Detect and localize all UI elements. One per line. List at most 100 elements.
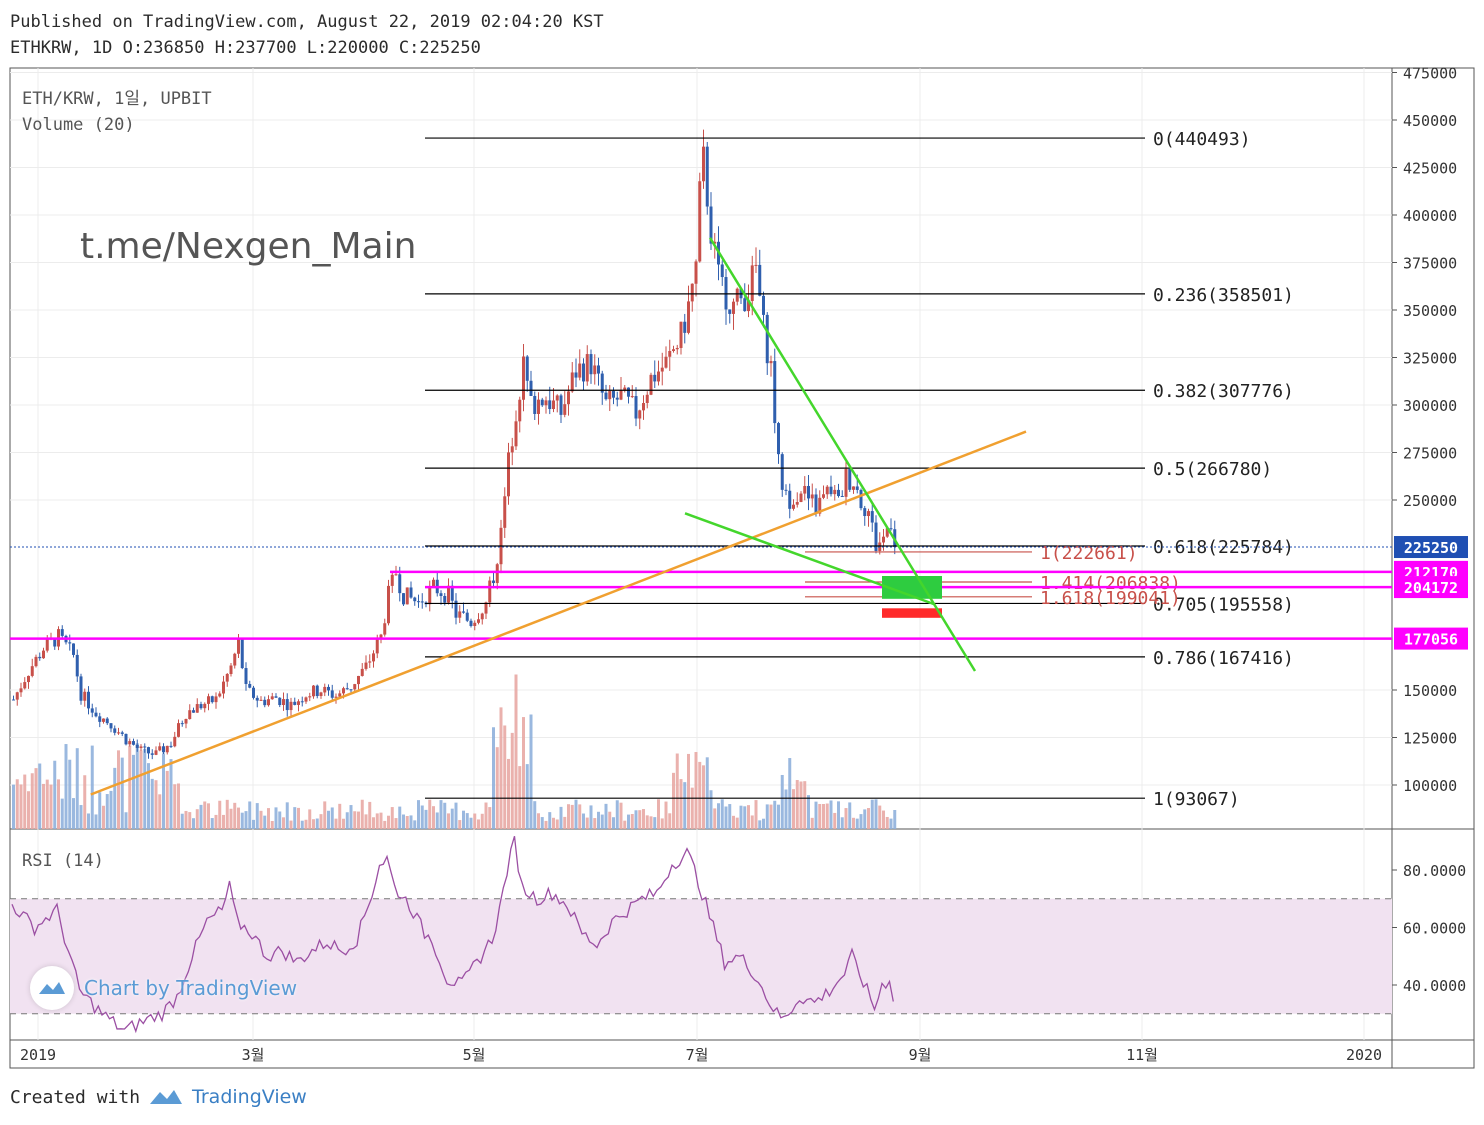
candle-body <box>282 699 285 706</box>
candle-body <box>803 485 807 494</box>
x-tick-label: 7월 <box>686 1046 709 1064</box>
volume-bar <box>874 799 878 829</box>
volume-bar <box>135 743 139 829</box>
rsi-band <box>10 898 1392 1015</box>
volume-bar <box>844 808 848 829</box>
candle-body <box>683 321 687 333</box>
candle-body <box>825 486 829 495</box>
y-tick-label: 125000 <box>1403 730 1457 748</box>
volume-bar <box>597 811 600 829</box>
candle-body <box>293 701 297 705</box>
volume-bar <box>593 818 597 829</box>
volume-bar <box>180 813 184 829</box>
candle-body <box>657 371 660 382</box>
volume-bar <box>698 761 702 829</box>
volume-bar <box>165 770 169 829</box>
volume-bar <box>728 804 732 829</box>
volume-bar <box>672 772 675 829</box>
price-axis-labels: 475000 450000 425000 400000 375000 350000 3250… <box>1392 65 1457 795</box>
candle-body <box>274 696 278 698</box>
candle-body <box>882 536 885 543</box>
volume-bar <box>529 714 533 829</box>
candle-body <box>289 701 293 711</box>
candle-body <box>649 374 653 395</box>
volume-bar <box>207 803 210 829</box>
candle-body <box>859 489 863 509</box>
volume-bar <box>323 801 327 829</box>
volume-bar <box>124 812 128 829</box>
candle-body <box>38 656 42 659</box>
volume-bar <box>660 818 664 829</box>
volume-bar <box>375 813 379 829</box>
volume-bar <box>634 810 638 829</box>
volume-bar <box>619 802 623 829</box>
volume-bar <box>585 817 589 829</box>
candle-body <box>529 380 533 396</box>
candle-body <box>338 693 342 697</box>
volume-bar <box>810 817 814 829</box>
volume-bar <box>282 817 285 829</box>
candle-body <box>754 264 758 266</box>
candle-body <box>792 504 795 509</box>
volume-bar <box>495 747 499 829</box>
volume-bar <box>604 803 608 829</box>
volume-bar <box>769 804 773 829</box>
x-tick-label: 3월 <box>242 1046 265 1064</box>
volume-bar <box>743 806 747 829</box>
volume-bar <box>582 813 585 829</box>
volume-bar <box>184 810 188 829</box>
candle-body <box>218 693 222 697</box>
candle-body <box>615 397 619 400</box>
volume-bar <box>518 766 522 829</box>
footer: Created with TradingView <box>10 1086 307 1108</box>
candle-body <box>199 704 203 709</box>
candle-body <box>645 394 649 404</box>
volume-bar <box>293 807 297 829</box>
candle-body <box>522 356 525 400</box>
volume-bar <box>780 774 784 829</box>
chart-svg[interactable]: 0(440493) 0.236(358501) 0.382(307776) 0.5(2… <box>0 0 1484 1084</box>
candle-body <box>432 579 435 587</box>
candle-body <box>559 395 563 415</box>
candle-body <box>469 620 473 627</box>
volume-bar <box>390 807 394 829</box>
candle-body <box>458 611 462 618</box>
volume-bar <box>784 789 788 829</box>
volume-bar <box>222 814 225 829</box>
candle-body <box>593 365 597 375</box>
candle-body <box>147 747 150 754</box>
candle-body <box>165 745 169 753</box>
candle-body <box>334 696 338 698</box>
candle-body <box>690 283 694 302</box>
candle-body <box>799 493 803 503</box>
candle-body <box>184 718 188 724</box>
x-tick-label: 2020 <box>1346 1046 1382 1064</box>
volume-bar <box>574 799 578 829</box>
volume-bar <box>312 819 315 829</box>
volume-bar <box>177 783 180 829</box>
candle-body <box>225 673 229 682</box>
candle-body <box>83 691 87 701</box>
candle-body <box>724 277 728 310</box>
volume-bar <box>492 727 495 829</box>
candle-body <box>837 489 840 497</box>
volume-bar <box>578 804 582 829</box>
candle-body <box>270 696 274 700</box>
volume-bar <box>754 800 758 829</box>
descending-trendline <box>708 237 977 672</box>
ohlc-header: ETHKRW, 1D O:236850 H:237700 L:220000 C:… <box>10 38 481 58</box>
tradingview-brand[interactable]: TradingView <box>192 1086 307 1108</box>
volume-bar <box>694 752 698 829</box>
y-tick-label: 350000 <box>1403 302 1457 320</box>
volume-bar <box>120 757 124 829</box>
volume-bar <box>405 816 409 829</box>
candle-body <box>465 612 469 621</box>
candle-body <box>555 395 559 401</box>
volume-bar <box>42 783 45 829</box>
candle-body <box>188 710 192 719</box>
candle-body <box>330 690 334 698</box>
chart-by-tradingview[interactable]: Chart by TradingView <box>30 966 297 1010</box>
volume-bar <box>87 813 90 829</box>
volume-bar <box>128 745 132 829</box>
volume-bar <box>12 784 15 829</box>
